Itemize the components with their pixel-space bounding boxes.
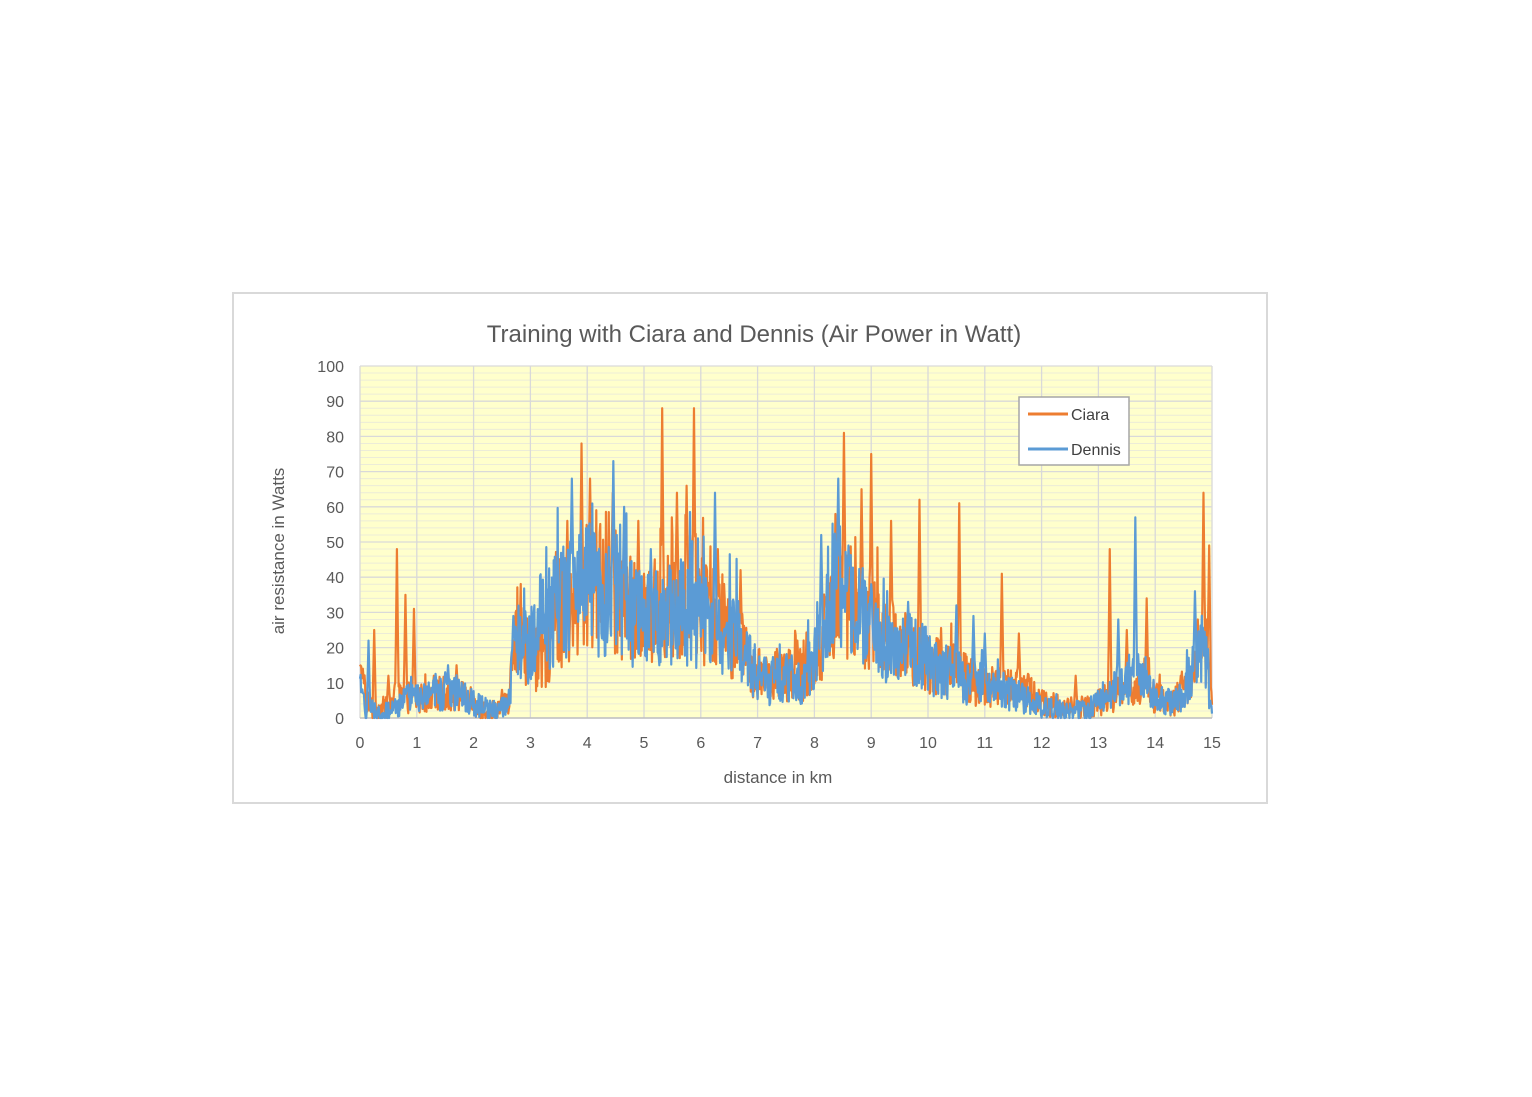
legend: Ciara Dennis [1018,396,1130,466]
x-tick-label: 6 [696,735,705,752]
y-tick-label: 60 [326,500,344,517]
legend-label-dennis: Dennis [1071,442,1121,459]
y-tick-label: 20 [326,641,344,658]
x-tick-label: 11 [976,735,993,752]
y-tick-label: 0 [335,711,344,728]
x-tick-label: 9 [867,735,876,752]
x-axis-label: distance in km [724,768,833,787]
y-tick-label: 70 [326,465,344,482]
major-gridlines [359,365,1213,719]
series-line-dennis [358,459,1214,720]
x-tick-label: 12 [1033,735,1051,752]
chart-title: Training with Ciara and Dennis (Air Powe… [487,321,1021,348]
y-tick-label: 50 [326,535,344,552]
y-tick-label: 90 [326,394,344,411]
x-tick-label: 4 [583,735,592,752]
y-tick-label: 40 [326,570,344,587]
x-tick-label: 2 [469,735,478,752]
legend-box [1018,396,1130,466]
y-tick-label: 10 [326,676,344,693]
x-tick-label: 0 [356,735,365,752]
legend-label-ciara: Ciara [1071,407,1109,424]
y-tick-label: 80 [326,429,344,446]
chart-frame: Training with Ciara and Dennis (Air Powe… [232,292,1268,804]
x-tick-label: 10 [919,735,937,752]
x-tick-label: 13 [1090,735,1108,752]
chart-svg: Training with Ciara and Dennis (Air Powe… [269,321,1221,787]
x-tick-label: 3 [526,735,535,752]
y-axis-label: air resistance in Watts [269,468,288,635]
x-tick-label: 8 [810,735,819,752]
x-tick-label: 14 [1146,735,1164,752]
x-tick-label: 5 [640,735,649,752]
y-tick-labels: 0 10 20 30 40 50 60 70 80 90 100 [317,359,344,728]
y-tick-label: 100 [317,359,344,376]
x-tick-label: 15 [1203,735,1221,752]
y-tick-label: 30 [326,605,344,622]
series-layer [358,407,1214,720]
x-tick-labels: 0 1 2 3 4 5 6 7 8 9 10 11 12 13 14 15 [356,735,1221,752]
x-tick-label: 1 [412,735,421,752]
x-tick-label: 7 [753,735,762,752]
